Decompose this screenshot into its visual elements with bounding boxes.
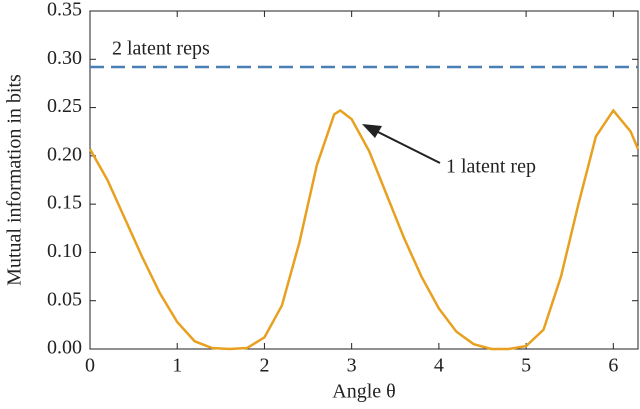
- x-tick-label: 6: [608, 355, 618, 377]
- x-tick-label: 1: [172, 355, 182, 377]
- series-line: [88, 108, 640, 351]
- arrow: [371, 128, 441, 164]
- y-tick-label: 0.10: [47, 240, 82, 262]
- y-tick-label: 0.00: [47, 337, 82, 359]
- annotation: 1 latent rep: [446, 156, 536, 178]
- annotation: 2 latent reps: [112, 38, 210, 60]
- y-tick-label: 0.15: [47, 192, 82, 214]
- y-tick-label: 0.25: [47, 95, 82, 117]
- x-tick-label: 5: [521, 355, 531, 377]
- y-tick-label: 0.30: [47, 47, 82, 69]
- x-tick-label: 0: [85, 355, 95, 377]
- y-tick-label: 0.35: [47, 0, 82, 21]
- y-tick-label: 0.05: [47, 288, 82, 310]
- arrow-head: [362, 124, 382, 138]
- plot-frame: [89, 10, 639, 350]
- x-tick-label: 3: [347, 355, 357, 377]
- y-axis-label: Mutual information in bits: [4, 74, 26, 286]
- x-tick-label: 2: [259, 355, 269, 377]
- y-tick-label: 0.20: [47, 143, 82, 165]
- x-tick-label: 4: [434, 355, 444, 377]
- x-axis-label: Angle θ: [332, 381, 395, 403]
